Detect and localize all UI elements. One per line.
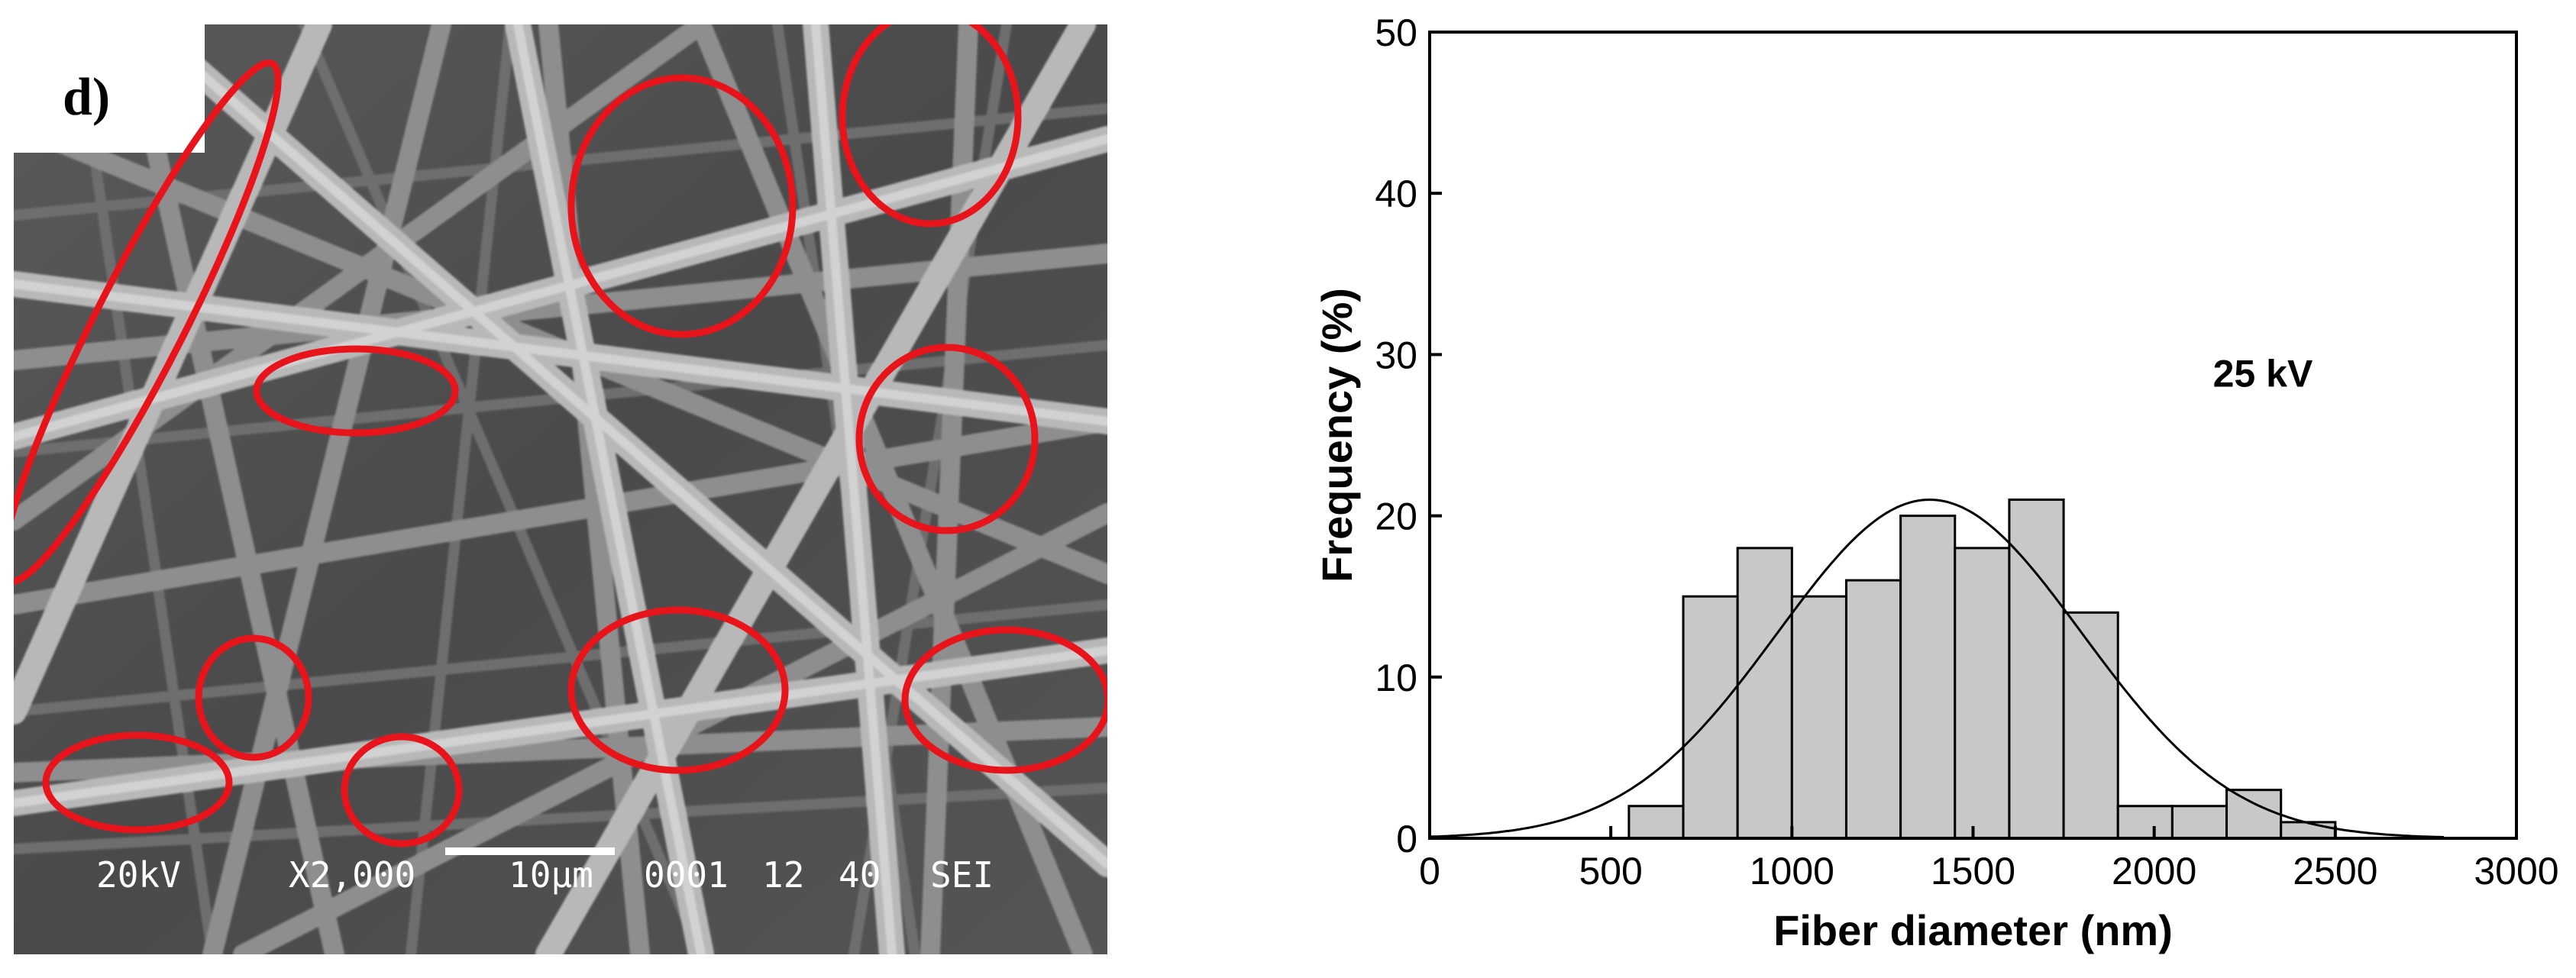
- normal-fit-curve: [1429, 498, 2445, 838]
- histogram-bar: [2062, 611, 2119, 840]
- histogram-bar: [2116, 805, 2174, 840]
- highlight-ellipse: [42, 731, 233, 834]
- highlight-ellipse: [195, 634, 312, 761]
- sem-voltage: 20kV: [96, 854, 181, 896]
- sem-working-distance: 12: [762, 854, 804, 896]
- x-tick-label: 3000: [2474, 850, 2558, 892]
- highlight-ellipse: [253, 345, 459, 437]
- y-tick-label: 20: [1375, 495, 1417, 538]
- y-axis-label: Frequency (%): [1313, 288, 1361, 583]
- highlight-ellipse: [567, 606, 789, 774]
- sem-magnification: X2,000: [289, 854, 415, 896]
- y-tick-label: 30: [1375, 334, 1417, 376]
- x-axis-ticks: 0 500 1000 1500 2000 2500 3000: [1419, 826, 2559, 892]
- x-tick-label: 2000: [2112, 850, 2196, 892]
- y-tick-label: 50: [1375, 11, 1417, 54]
- panel-label: d): [63, 68, 110, 127]
- histogram-bar: [2280, 821, 2337, 840]
- voltage-annotation: 25 kV: [2213, 353, 2313, 395]
- sem-detector: SEI: [930, 854, 994, 896]
- sem-micrograph: d) 20kV X2,000 10μm 0001 12 40 SEI: [14, 24, 1107, 954]
- highlight-ellipse: [14, 59, 282, 586]
- histogram-bar: [1627, 805, 1685, 840]
- histogram-bars: [1627, 498, 2337, 840]
- y-tick-label: 10: [1375, 657, 1417, 699]
- highlight-ellipse: [901, 626, 1107, 774]
- x-tick-label: 500: [1579, 850, 1642, 892]
- histogram-bar: [1790, 595, 1847, 840]
- histogram-bar: [1899, 515, 1957, 840]
- y-tick-label: 0: [1396, 818, 1417, 860]
- highlight-ellipse: [855, 344, 1039, 534]
- histogram-bar: [1954, 547, 2011, 840]
- fiber-diameter-histogram: 0 500 1000 1500 2000 2500 3000 0 10 20 30 40 50 25 …: [1291, 0, 2576, 978]
- x-tick-label: 1500: [1931, 850, 2015, 892]
- scale-bar: [445, 847, 615, 855]
- histogram-bar: [2008, 498, 2065, 840]
- highlight-ellipse: [341, 733, 463, 847]
- y-axis-ticks: 0 10 20 30 40 50: [1375, 11, 1442, 860]
- x-tick-label: 1000: [1750, 850, 1834, 892]
- scale-bar-label: 10μm: [509, 854, 593, 896]
- x-tick-label: 0: [1419, 850, 1440, 892]
- sem-info-bar: 20kV X2,000 10μm 0001 12 40 SEI: [96, 847, 994, 896]
- x-axis-label: Fiber diameter (nm): [1773, 906, 2173, 954]
- fiber-network: [14, 24, 1107, 954]
- sem-spot: 40: [839, 854, 881, 896]
- y-tick-label: 40: [1375, 173, 1417, 215]
- histogram-bar: [1844, 579, 1902, 840]
- highlight-ellipses: [14, 24, 1107, 847]
- highlight-ellipse: [567, 74, 797, 338]
- highlight-ellipse: [839, 24, 1022, 228]
- histogram-bar: [2170, 805, 2229, 840]
- histogram-bar: [1736, 547, 1793, 840]
- panel-label-box: [14, 24, 205, 153]
- histogram-bar: [2225, 789, 2283, 840]
- sem-image-number: 0001: [644, 854, 729, 896]
- x-tick-label: 2500: [2293, 850, 2377, 892]
